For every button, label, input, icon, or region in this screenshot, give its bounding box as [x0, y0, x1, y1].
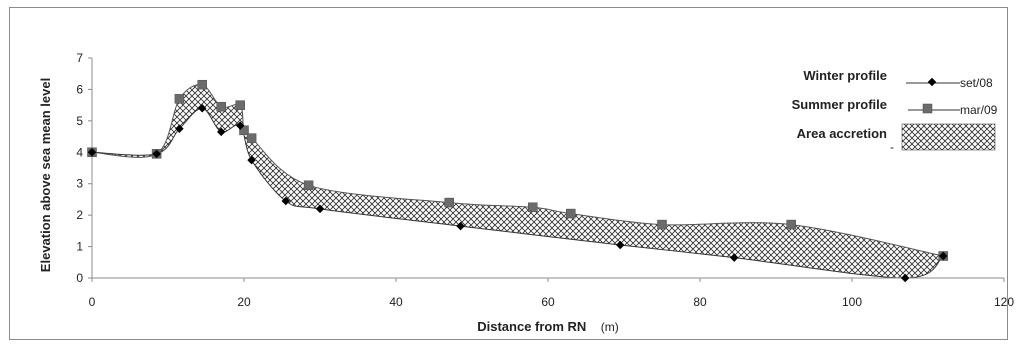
x-tick-label: 100 [842, 295, 862, 309]
legend-winter-marker [927, 77, 937, 87]
marker-set-08 [235, 121, 245, 130]
legend-summer-label: Summer profile [792, 97, 887, 112]
x-tick-label: 80 [693, 295, 707, 309]
y-tick-label: 6 [76, 82, 83, 96]
marker-mar-09 [528, 202, 538, 213]
y-axis-title: Elevation above sea mean level [38, 78, 53, 272]
x-tick-label: 60 [541, 295, 555, 309]
legend-dash-mark: - [890, 140, 894, 154]
x-tick-label: 120 [994, 295, 1014, 309]
marker-mar-09 [197, 79, 207, 90]
y-tick-label: 5 [76, 114, 83, 128]
y-tick-label: 2 [76, 208, 83, 222]
marker-mar-09 [566, 208, 576, 219]
marker-mar-09 [303, 180, 314, 191]
marker-set-08 [175, 124, 184, 133]
marker-mar-09 [246, 133, 257, 143]
marker-set-08 [247, 155, 256, 165]
y-tick-label: 1 [76, 240, 83, 254]
legend: Winter profile set/08 Summer profile mar… [792, 68, 998, 154]
x-axis-title: Distance from RN [477, 319, 586, 334]
x-tick-label: 0 [89, 295, 96, 309]
y-tick-label: 7 [76, 51, 83, 65]
y-tick-label: 4 [76, 145, 83, 159]
series-markers-layer [87, 79, 948, 283]
marker-mar-09 [786, 219, 796, 230]
marker-set-08 [87, 148, 97, 157]
legend-area-label: Area accretion [797, 126, 887, 141]
y-tick-label: 3 [76, 177, 83, 191]
marker-set-08 [456, 221, 465, 231]
x-ticks: 0 20 40 60 80 100 120 [89, 278, 1014, 309]
y-tick-label: 0 [76, 271, 83, 285]
x-tick-label: 20 [237, 295, 251, 309]
accretion-area-layer [92, 84, 944, 279]
y-ticks: 0 1 2 3 4 5 6 7 [76, 51, 92, 285]
accretion-area [92, 84, 944, 279]
legend-summer-series: mar/09 [960, 103, 998, 117]
marker-mar-09 [235, 100, 245, 110]
legend-area-swatch [901, 123, 996, 151]
marker-set-08 [216, 127, 226, 137]
x-tick-label: 40 [389, 295, 403, 309]
marker-set-08 [197, 104, 207, 113]
marker-mar-09 [216, 101, 226, 112]
marker-set-08 [900, 273, 910, 283]
x-axis-unit: (m) [601, 320, 619, 334]
marker-mar-09 [444, 197, 454, 208]
series-line-mar-09 [91, 84, 944, 257]
x-axis-title-group: Distance from RN (m) [477, 318, 619, 335]
chart-frame [9, 7, 1008, 340]
legend-winter-series: set/08 [960, 76, 993, 90]
marker-set-08 [281, 196, 291, 206]
marker-mar-09 [174, 94, 185, 104]
marker-mar-09 [657, 219, 667, 230]
marker-set-08 [729, 253, 739, 262]
marker-set-08 [315, 204, 325, 214]
legend-winter-label: Winter profile [803, 68, 887, 83]
legend-summer-marker [922, 103, 933, 114]
marker-set-08 [152, 149, 161, 159]
